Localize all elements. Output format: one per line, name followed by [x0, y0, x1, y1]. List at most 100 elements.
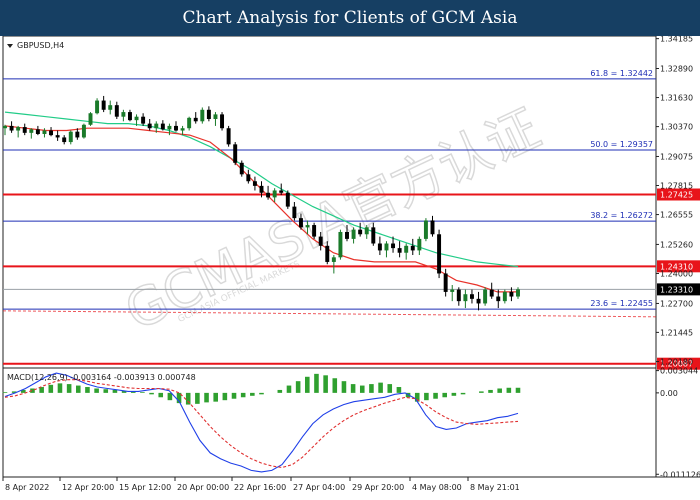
- candle-body-53: [351, 229, 356, 239]
- macd-plot-frame: [2, 367, 657, 478]
- macd-label: MACD(12,26,9) -0.003164 -0.003913 0.0007…: [7, 373, 196, 382]
- symbol-dropdown-icon[interactable]: [7, 44, 13, 48]
- main-plot-frame: [2, 36, 657, 369]
- candle-body-0: [3, 125, 7, 129]
- price-tick-label-11: 1.20180: [660, 358, 693, 367]
- current-price-tag: [657, 283, 700, 296]
- candle-body-15: [101, 100, 106, 110]
- fib-label-0: 61.8 = 1.32442: [590, 69, 653, 78]
- candle-body-25: [167, 125, 172, 130]
- time-tick-label-7: 4 May 08:00: [412, 483, 462, 492]
- fibonacci-levels: 61.8 = 1.32442 50.0 = 1.29357 38.2 = 1.262…: [3, 69, 656, 310]
- chart-title: Chart Analysis for Clients of GCM Asia: [182, 8, 518, 28]
- candle-body-64: [423, 220, 428, 239]
- candle-body-1: [9, 125, 14, 131]
- candle-body-28: [187, 117, 192, 129]
- candle-body-55: [364, 227, 369, 235]
- candle-body-26: [174, 125, 178, 131]
- macd-line: [4, 372, 519, 473]
- support-resistance-levels: 1.27425 1.24310 1.20087 1.23310: [2, 188, 700, 370]
- candle-body-13: [88, 113, 93, 125]
- time-tick-label-0: 8 Apr 2022: [5, 483, 49, 492]
- price-tick-label-0: 1.34185: [660, 36, 693, 44]
- candle-body-16: [108, 105, 113, 110]
- candle-body-14: [95, 100, 100, 114]
- candle-body-5: [35, 129, 40, 134]
- candle-body-42: [279, 190, 284, 193]
- trend-dashed-line: [2, 310, 657, 318]
- candle-body-61: [404, 245, 409, 253]
- fib-label-2: 38.2 = 1.26272: [590, 211, 653, 220]
- fib-label-1: 50.0 = 1.29357: [590, 140, 653, 149]
- symbol-label: GBPUSD,H4: [17, 41, 64, 50]
- fib-label-3: 23.6 = 1.22455: [590, 299, 653, 308]
- chart-title-banner: Chart Analysis for Clients of GCM Asia: [0, 0, 700, 36]
- price-tick-label-10: 1.21445: [660, 328, 693, 337]
- candle-body-32: [213, 114, 218, 119]
- candle-body-68: [450, 289, 455, 292]
- candle-body-35: [233, 144, 238, 163]
- time-tick-label-3: 20 Apr 00:00: [177, 483, 229, 492]
- current-price-label: 1.23310: [660, 285, 693, 294]
- price-tick-label-8: 1.24000: [660, 269, 693, 278]
- candle-body-30: [200, 109, 205, 122]
- candle-body-47: [312, 225, 317, 237]
- candlesticks: [3, 95, 520, 311]
- level-tag-1: [657, 260, 700, 273]
- time-tick-label-4: 22 Apr 16:00: [234, 483, 286, 492]
- time-tick-label-2: 15 Apr 12:00: [119, 483, 171, 492]
- macd-tick-label-1: 0.00: [660, 389, 678, 398]
- macd-tick-label-2: -0.011126: [660, 470, 700, 479]
- candle-body-72: [476, 298, 481, 304]
- price-tick-label-9: 1.22700: [660, 299, 693, 308]
- candle-body-29: [193, 117, 198, 122]
- level-tag-0: [657, 188, 700, 201]
- candle-body-43: [285, 192, 290, 207]
- candle-body-71: [469, 294, 474, 299]
- candle-body-12: [81, 124, 86, 138]
- candle-body-37: [246, 174, 251, 182]
- candle-body-51: [338, 231, 343, 258]
- candle-body-76: [502, 291, 507, 302]
- candle-body-56: [371, 227, 376, 244]
- candle-body-69: [456, 289, 461, 302]
- level-tag-label-0: 1.27425: [660, 191, 693, 200]
- candle-body-50: [331, 257, 336, 262]
- candle-body-57: [377, 243, 382, 251]
- candle-body-27: [180, 128, 185, 131]
- candle-body-19: [127, 112, 132, 121]
- price-axis: 1.34185 1.32890 1.31630 1.30370 1.29075 1.278…: [656, 36, 693, 367]
- time-tick-label-8: 8 May 21:01: [470, 483, 520, 492]
- candle-body-4: [29, 129, 34, 133]
- candle-body-23: [154, 123, 159, 129]
- candle-body-10: [68, 131, 73, 143]
- candle-body-73: [483, 289, 488, 304]
- macd-indicator: 0.003044 0.00 -0.011126: [2, 367, 700, 479]
- candle-body-38: [252, 181, 257, 186]
- candle-body-66: [437, 234, 442, 274]
- chart-canvas: GCMASIA官方认证 GCM ASIA OFFICIAL MARKETS 61…: [2, 36, 700, 492]
- candle-body-74: [489, 289, 494, 297]
- candle-body-70: [463, 294, 468, 302]
- price-tick-label-1: 1.32890: [660, 65, 693, 74]
- price-tick-label-4: 1.29075: [660, 152, 693, 161]
- level-tag-2: [657, 357, 700, 370]
- candle-body-24: [160, 123, 165, 130]
- candle-body-18: [121, 112, 126, 117]
- candle-body-63: [417, 238, 422, 251]
- candle-body-36: [239, 162, 244, 175]
- candle-body-44: [292, 206, 297, 219]
- candle-body-49: [325, 245, 330, 262]
- candle-body-11: [75, 131, 80, 138]
- candle-body-77: [509, 291, 514, 297]
- time-tick-label-1: 12 Apr 20:00: [62, 483, 114, 492]
- candle-body-46: [305, 225, 310, 228]
- candle-body-67: [443, 273, 448, 292]
- candle-body-20: [134, 116, 139, 121]
- candle-body-21: [141, 116, 146, 124]
- candle-body-59: [391, 243, 396, 249]
- candle-body-40: [266, 192, 271, 198]
- candle-body-9: [62, 137, 67, 143]
- macd-tick-label-0: 0.003044: [660, 367, 698, 376]
- candle-body-52: [345, 231, 349, 239]
